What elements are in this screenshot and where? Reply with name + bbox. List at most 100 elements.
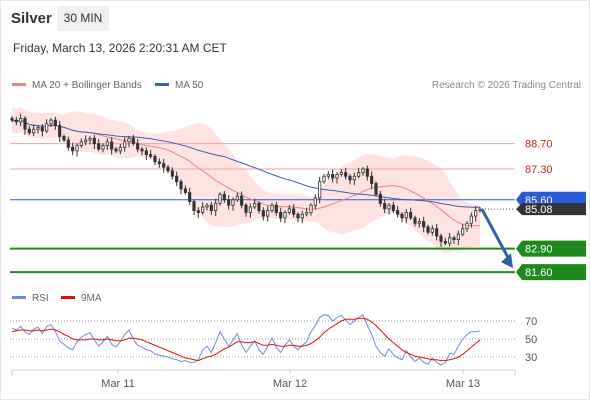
candle [331,169,335,183]
candle-body [19,117,23,123]
candle-body [409,212,413,219]
candle [66,136,70,151]
ma50-swatch [155,82,169,86]
candle-body [326,174,330,177]
candle-body [196,210,200,213]
candle [231,197,235,211]
candle [153,154,157,166]
candle-body [101,145,105,150]
candle-body [331,174,335,179]
candle [192,199,196,215]
candle [209,201,213,215]
candle [292,204,296,218]
candle [322,174,326,184]
candle [166,165,170,173]
candle-body [383,202,387,210]
candle [53,116,57,130]
legend-ma20-label: MA 20 + Bollinger Bands [32,80,142,91]
candle [422,216,426,233]
candle [305,207,309,217]
rsi-tick-label: 50 [525,334,537,346]
candle-body [335,174,339,179]
symbol-title: Silver [11,10,52,27]
candle [426,224,430,235]
candle-body [175,175,179,183]
candle-body [370,175,374,184]
candle [118,143,122,155]
candle-body [404,212,408,219]
rsi-ma-swatch [61,295,75,299]
candle-body [318,181,322,199]
candle-body [218,193,222,204]
candle [326,170,330,180]
candle-body [309,204,313,213]
level-label-87-30: 87.30 [525,164,553,176]
candle [261,207,265,221]
candle-body [36,126,40,130]
candle [474,205,478,222]
legend-ma50-label: MA 50 [175,80,204,91]
forecast-arrow-shaft [480,208,512,262]
candle [374,181,378,197]
candle [14,116,18,126]
candle-body [149,154,153,157]
candle [361,166,365,176]
candle [10,116,14,123]
candle-body [365,168,369,177]
candle [227,195,231,210]
candle-body [400,213,404,219]
candle [127,136,131,148]
candle-body [27,128,31,134]
candle [296,212,300,223]
legend-rsi-label: RSI [32,293,49,304]
candle-body [62,136,66,141]
timeframe-badge[interactable]: 30 MIN [57,6,109,31]
candle-body [469,215,473,224]
candle [287,205,291,215]
candle-body [452,237,456,240]
rsi-tick-label: 70 [525,316,537,328]
candle [270,203,274,213]
candle-body [261,210,265,217]
candle-body [14,119,18,123]
candle [352,172,356,186]
candle [101,143,105,153]
candle [75,143,79,157]
chart-header: Silver 30 MIN [0,0,590,38]
candle [157,158,161,168]
candle-body [140,148,144,152]
rsi-swatch [12,295,26,299]
candle [413,215,417,227]
candle [430,225,434,236]
candle [45,119,49,134]
candle [162,158,166,173]
candle [283,210,287,224]
candle-body [279,212,283,219]
candle [391,201,395,213]
candle [370,171,374,189]
candle [443,237,447,246]
candle [400,212,404,223]
candle-body [179,181,183,190]
candle-body [183,188,187,193]
candle-body [157,161,161,164]
candle [205,203,209,211]
candle-body [79,141,83,146]
candle-body [422,221,426,228]
candle-body [248,206,252,213]
level-label-82-90: 82.90 [525,244,553,256]
candle [188,187,192,205]
candle-body [235,195,239,201]
candle-body [75,145,79,152]
candle [257,201,261,214]
candle [136,138,140,153]
candle-body [253,202,257,208]
candle-body [227,199,231,206]
candle-body [474,210,478,217]
candle-body [287,208,291,213]
candle [32,124,36,137]
candle-body [305,212,309,215]
candle-body [257,202,261,212]
candle [309,203,313,216]
